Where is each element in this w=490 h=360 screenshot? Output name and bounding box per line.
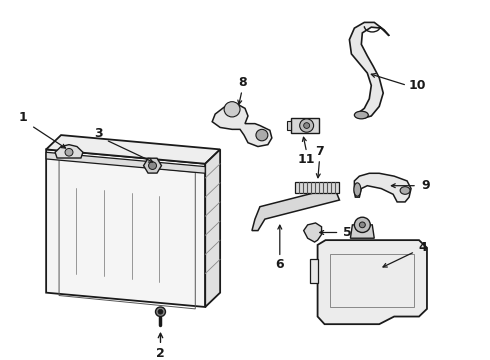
- Text: 2: 2: [156, 347, 165, 360]
- Text: 8: 8: [239, 76, 247, 89]
- Circle shape: [359, 222, 366, 228]
- Text: 6: 6: [275, 258, 284, 271]
- Polygon shape: [291, 118, 318, 133]
- Polygon shape: [310, 259, 318, 283]
- Circle shape: [354, 217, 370, 233]
- Polygon shape: [144, 158, 162, 173]
- Text: 1: 1: [19, 111, 27, 125]
- Text: 10: 10: [408, 79, 426, 92]
- Text: 4: 4: [418, 241, 427, 254]
- Polygon shape: [205, 149, 220, 307]
- Ellipse shape: [354, 111, 368, 119]
- Circle shape: [148, 162, 156, 170]
- Polygon shape: [350, 225, 374, 238]
- Circle shape: [256, 129, 268, 141]
- Polygon shape: [212, 104, 272, 147]
- Ellipse shape: [400, 186, 410, 194]
- Text: 11: 11: [298, 153, 316, 166]
- Polygon shape: [252, 188, 340, 231]
- Text: 3: 3: [95, 127, 103, 140]
- Polygon shape: [349, 22, 389, 118]
- Ellipse shape: [354, 183, 361, 196]
- Polygon shape: [46, 152, 205, 173]
- Circle shape: [304, 123, 310, 129]
- Text: 9: 9: [422, 179, 430, 192]
- Circle shape: [158, 309, 163, 314]
- Polygon shape: [46, 149, 205, 307]
- Polygon shape: [318, 240, 427, 324]
- Polygon shape: [354, 173, 411, 202]
- Text: 7: 7: [315, 145, 324, 158]
- Polygon shape: [294, 182, 340, 193]
- Circle shape: [155, 307, 166, 316]
- Polygon shape: [46, 135, 220, 164]
- Text: 5: 5: [343, 226, 352, 239]
- Circle shape: [300, 119, 314, 132]
- Circle shape: [224, 102, 240, 117]
- Polygon shape: [55, 145, 83, 158]
- Polygon shape: [287, 121, 291, 130]
- Circle shape: [65, 148, 73, 156]
- Polygon shape: [304, 223, 321, 242]
